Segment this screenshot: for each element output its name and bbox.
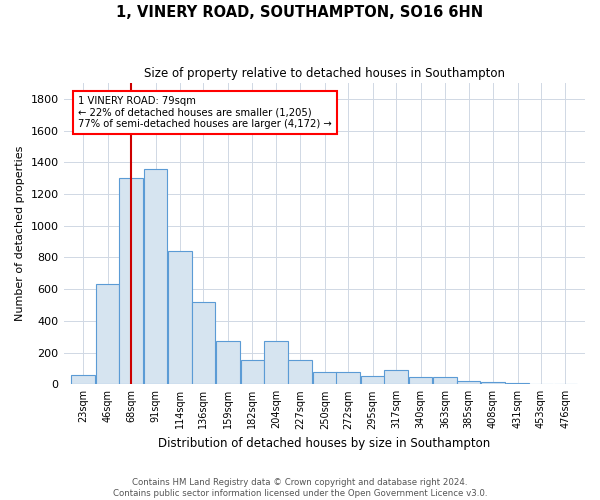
Bar bbox=[119, 178, 143, 384]
Bar bbox=[264, 342, 288, 384]
X-axis label: Distribution of detached houses by size in Southampton: Distribution of detached houses by size … bbox=[158, 437, 490, 450]
Bar bbox=[168, 251, 192, 384]
Bar bbox=[191, 302, 215, 384]
Bar bbox=[457, 381, 481, 384]
Text: Contains HM Land Registry data © Crown copyright and database right 2024.
Contai: Contains HM Land Registry data © Crown c… bbox=[113, 478, 487, 498]
Bar bbox=[361, 376, 385, 384]
Title: Size of property relative to detached houses in Southampton: Size of property relative to detached ho… bbox=[144, 68, 505, 80]
Bar bbox=[216, 342, 240, 384]
Text: 1, VINERY ROAD, SOUTHAMPTON, SO16 6HN: 1, VINERY ROAD, SOUTHAMPTON, SO16 6HN bbox=[116, 5, 484, 20]
Bar bbox=[433, 377, 457, 384]
Bar bbox=[96, 284, 119, 384]
Bar bbox=[481, 382, 505, 384]
Bar bbox=[337, 372, 360, 384]
Bar bbox=[143, 168, 167, 384]
Bar bbox=[409, 377, 433, 384]
Bar bbox=[313, 372, 337, 384]
Text: 1 VINERY ROAD: 79sqm
← 22% of detached houses are smaller (1,205)
77% of semi-de: 1 VINERY ROAD: 79sqm ← 22% of detached h… bbox=[78, 96, 332, 129]
Bar bbox=[384, 370, 408, 384]
Y-axis label: Number of detached properties: Number of detached properties bbox=[15, 146, 25, 322]
Bar bbox=[506, 383, 529, 384]
Bar bbox=[289, 360, 312, 384]
Bar bbox=[71, 375, 95, 384]
Bar bbox=[241, 360, 264, 384]
